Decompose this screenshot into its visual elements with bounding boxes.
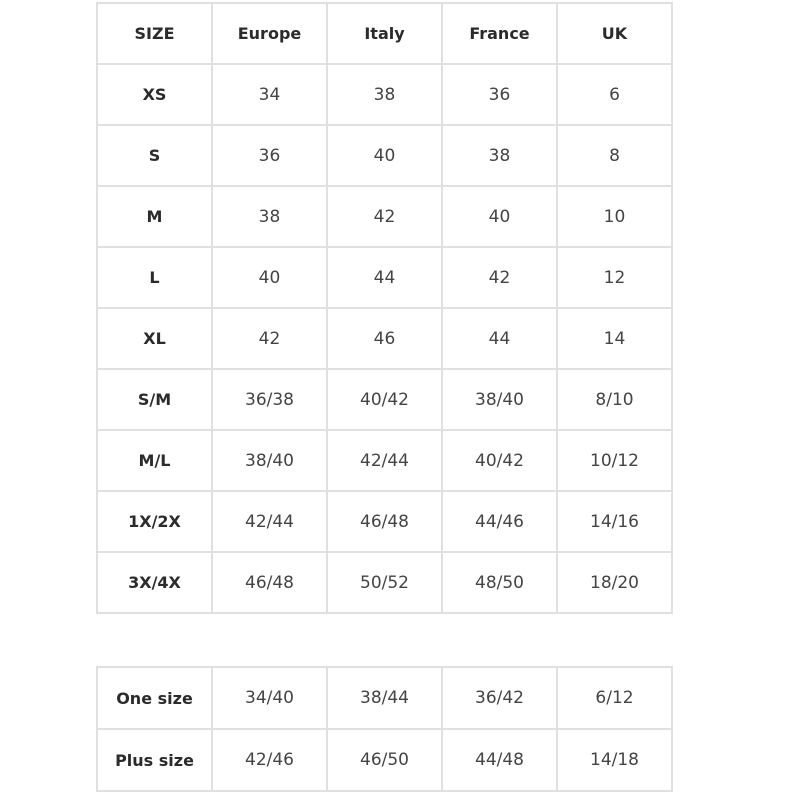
table-cell: 44 [326, 246, 443, 309]
table-cell: 40 [326, 124, 443, 187]
table-cell: 44/48 [441, 728, 558, 792]
table-cell: 46/48 [211, 551, 328, 614]
table-cell: 42 [441, 246, 558, 309]
table-row: One size 34/40 38/44 36/42 6/12 [96, 666, 673, 730]
row-label: M [96, 185, 213, 248]
header-row: SIZE Europe Italy France UK [96, 2, 673, 65]
column-header: Europe [211, 2, 328, 65]
table-cell: 36 [441, 63, 558, 126]
table-cell: 46/48 [326, 490, 443, 553]
table-cell: 40 [211, 246, 328, 309]
table-cell: 12 [556, 246, 673, 309]
table-cell: 6 [556, 63, 673, 126]
table-row: S 36 40 38 8 [96, 124, 673, 187]
table-cell: 8 [556, 124, 673, 187]
table-cell: 18/20 [556, 551, 673, 614]
special-size-table: One size 34/40 38/44 36/42 6/12 Plus size 42/4… [96, 666, 673, 792]
table-cell: 38 [211, 185, 328, 248]
table-row: S/M 36/38 40/42 38/40 8/10 [96, 368, 673, 431]
row-label: XL [96, 307, 213, 370]
table-cell: 10/12 [556, 429, 673, 492]
table-cell: 40/42 [326, 368, 443, 431]
table-cell: 36/38 [211, 368, 328, 431]
table-cell: 50/52 [326, 551, 443, 614]
table-cell: 42 [211, 307, 328, 370]
table-row: 1X/2X 42/44 46/48 44/46 14/16 [96, 490, 673, 553]
row-label: S/M [96, 368, 213, 431]
row-label: S [96, 124, 213, 187]
table-cell: 34/40 [211, 666, 328, 730]
table-cell: 48/50 [441, 551, 558, 614]
table-row: L 40 44 42 12 [96, 246, 673, 309]
table-cell: 42/46 [211, 728, 328, 792]
table-row: 3X/4X 46/48 50/52 48/50 18/20 [96, 551, 673, 614]
table-row: XL 42 46 44 14 [96, 307, 673, 370]
table-cell: 46 [326, 307, 443, 370]
table-cell: 40 [441, 185, 558, 248]
size-conversion-table: SIZE Europe Italy France UK XS 34 38 36 6 S 36 40 38 8… [96, 2, 673, 614]
row-label: L [96, 246, 213, 309]
table-row: M 38 42 40 10 [96, 185, 673, 248]
column-header: UK [556, 2, 673, 65]
table-cell: 38 [441, 124, 558, 187]
table-cell: 34 [211, 63, 328, 126]
table-cell: 14/16 [556, 490, 673, 553]
table-cell: 38/44 [326, 666, 443, 730]
column-header: Italy [326, 2, 443, 65]
row-label: Plus size [96, 728, 213, 792]
table-row: M/L 38/40 42/44 40/42 10/12 [96, 429, 673, 492]
table-cell: 42 [326, 185, 443, 248]
row-label: XS [96, 63, 213, 126]
table-row: Plus size 42/46 46/50 44/48 14/18 [96, 728, 673, 792]
table-cell: 14 [556, 307, 673, 370]
table-cell: 10 [556, 185, 673, 248]
column-header: France [441, 2, 558, 65]
column-header: SIZE [96, 2, 213, 65]
table-row: XS 34 38 36 6 [96, 63, 673, 126]
table-cell: 36/42 [441, 666, 558, 730]
row-label: 1X/2X [96, 490, 213, 553]
table-cell: 44 [441, 307, 558, 370]
table-cell: 42/44 [211, 490, 328, 553]
table-cell: 8/10 [556, 368, 673, 431]
table-cell: 44/46 [441, 490, 558, 553]
table-cell: 36 [211, 124, 328, 187]
table-cell: 46/50 [326, 728, 443, 792]
table-cell: 38 [326, 63, 443, 126]
table-cell: 6/12 [556, 666, 673, 730]
row-label: M/L [96, 429, 213, 492]
row-label: 3X/4X [96, 551, 213, 614]
row-label: One size [96, 666, 213, 730]
table-cell: 14/18 [556, 728, 673, 792]
table-cell: 40/42 [441, 429, 558, 492]
table-cell: 38/40 [211, 429, 328, 492]
table-cell: 42/44 [326, 429, 443, 492]
table-cell: 38/40 [441, 368, 558, 431]
